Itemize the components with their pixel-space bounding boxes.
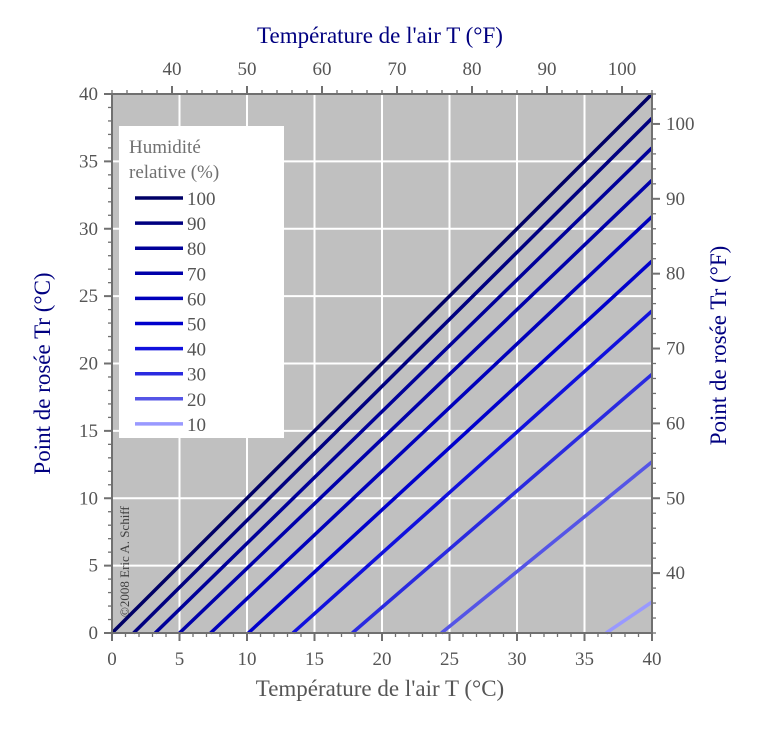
top-tick-label: 100	[608, 59, 637, 80]
series-line-20	[440, 460, 654, 635]
y-tick-label: 30	[79, 219, 98, 240]
legend-label-90: 90	[187, 214, 206, 235]
series-line-40	[291, 309, 654, 635]
series-line-90	[132, 117, 654, 635]
series-layer	[110, 92, 654, 635]
series-line-100	[110, 92, 654, 635]
legend-label-30: 30	[187, 365, 206, 386]
y-tick-label: 25	[79, 286, 98, 307]
top-tick-label: 90	[538, 59, 557, 80]
x-tick-label: 25	[440, 649, 459, 670]
top-tick-label: 40	[163, 59, 182, 80]
series-line-80	[153, 146, 654, 635]
y-axis-title-fahrenheit: Point de rosée Tr (°F)	[706, 246, 731, 446]
series-line-70	[178, 178, 654, 635]
top-tick-label: 60	[313, 59, 332, 80]
tick-labels: 0 5 10 15 20 25 30 35 40 0 5 10 15 20 25 30 35 40 40 50 60 70…	[79, 59, 695, 670]
top-tick-label: 50	[238, 59, 257, 80]
tick-marks	[104, 86, 660, 641]
legend-box	[119, 126, 284, 438]
x-tick-label: 20	[373, 649, 392, 670]
right-tick-label: 40	[666, 563, 685, 584]
legend-title-line1: Humidité	[129, 137, 201, 158]
legend-label-60: 60	[187, 289, 206, 310]
y-tick-label: 0	[89, 623, 99, 644]
legend-label-40: 40	[187, 340, 206, 361]
legend-title-line2: relative (%)	[129, 162, 219, 183]
right-tick-label: 70	[666, 339, 685, 360]
x-tick-label: 40	[643, 649, 662, 670]
y-tick-label: 15	[79, 421, 98, 442]
series-line-10	[605, 600, 653, 635]
right-tick-label: 60	[666, 413, 685, 434]
series-line-50	[247, 259, 654, 635]
legend-label-50: 50	[187, 315, 206, 336]
top-tick-label: 80	[463, 59, 482, 80]
x-tick-label: 5	[175, 649, 185, 670]
x-axis-title-celsius: Température de l'air T (°C)	[256, 676, 504, 701]
y-axis-title-celsius: Point de rosée Tr (°C)	[30, 272, 55, 474]
x-tick-label: 10	[238, 649, 257, 670]
right-tick-label: 50	[666, 488, 685, 509]
x-tick-label: 35	[575, 649, 594, 670]
y-tick-label: 10	[79, 488, 98, 509]
legend-label-20: 20	[187, 390, 206, 411]
right-tick-label: 80	[666, 264, 685, 285]
copyright-notice: ©2008 Eric A. Schiff	[117, 506, 132, 617]
legend-label-70: 70	[187, 264, 206, 285]
legend-label-80: 80	[187, 239, 206, 260]
series-line-30	[351, 372, 654, 635]
x-axis-title-fahrenheit: Température de l'air T (°F)	[257, 23, 503, 48]
legend-label-10: 10	[187, 415, 206, 436]
x-tick-label: 30	[508, 649, 527, 670]
y-tick-label: 40	[79, 84, 98, 105]
legend-label-100: 100	[187, 189, 216, 210]
x-tick-label: 0	[107, 649, 117, 670]
legend: Humidité relative (%) 100 90 80 70 60 50 40 30 2…	[119, 126, 284, 438]
top-tick-label: 70	[388, 59, 407, 80]
x-tick-label: 15	[305, 649, 324, 670]
right-tick-label: 100	[666, 114, 695, 135]
y-tick-label: 20	[79, 354, 98, 375]
legend-items: 100 90 80 70 60 50 40 30 20 10	[135, 189, 216, 436]
series-line-60	[209, 215, 654, 635]
y-tick-label: 35	[79, 151, 98, 172]
y-tick-label: 5	[89, 556, 99, 577]
right-tick-label: 90	[666, 189, 685, 210]
